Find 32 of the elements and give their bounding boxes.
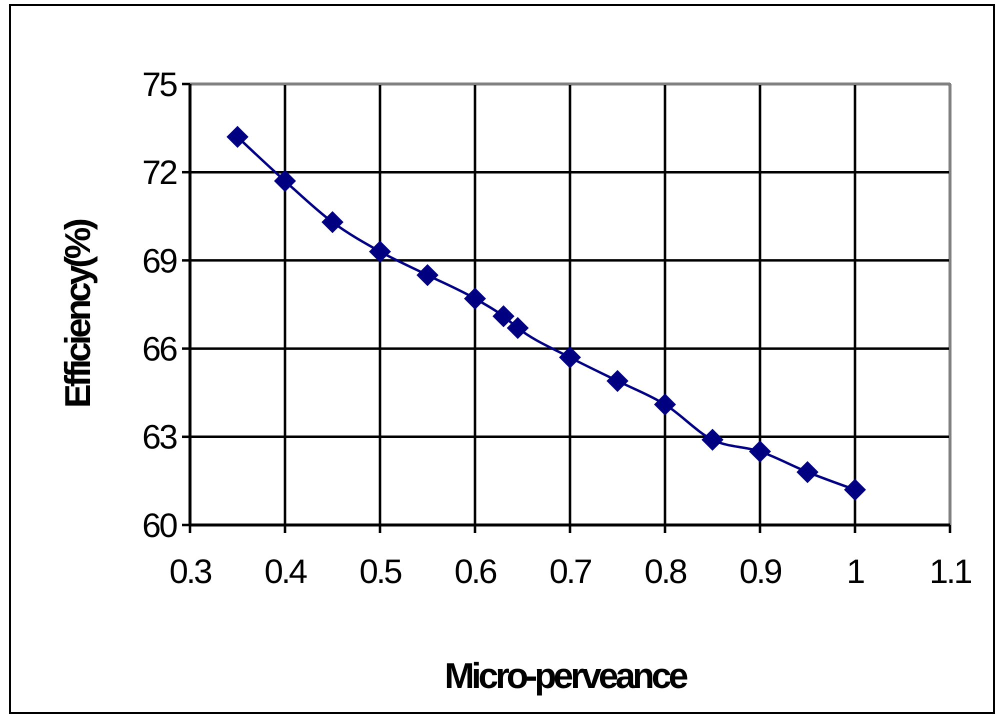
point xyxy=(654,393,676,416)
x-tick-label: 0.4 xyxy=(264,553,307,591)
point xyxy=(464,288,486,310)
point xyxy=(492,305,514,328)
y-tick-label: 69 xyxy=(142,242,178,280)
point xyxy=(322,211,344,234)
x-tick-label: 0.8 xyxy=(644,553,687,591)
x-tick-label: 0.6 xyxy=(454,553,497,591)
point xyxy=(274,170,296,192)
point xyxy=(506,317,529,340)
point xyxy=(606,370,628,392)
point xyxy=(796,461,818,484)
y-axis-title: Efficiency(%) xyxy=(57,218,98,408)
y-tick-label: 75 xyxy=(142,66,178,104)
x-tick-label: 1 xyxy=(846,553,865,591)
point xyxy=(702,428,724,451)
point xyxy=(369,240,391,263)
x-tick-label: 0.7 xyxy=(549,553,592,591)
point xyxy=(559,346,581,368)
y-tick-label: 66 xyxy=(142,330,178,368)
point xyxy=(844,478,866,501)
point xyxy=(416,264,438,286)
y-tick-label: 60 xyxy=(142,506,178,545)
x-axis-title: Micro-perveance xyxy=(444,655,688,696)
x-tick-label: 1.1 xyxy=(929,553,972,591)
x-tick-label: 0.3 xyxy=(169,553,212,591)
x-tick-label: 0.5 xyxy=(359,553,402,591)
x-tick-label: 0.9 xyxy=(739,553,782,591)
point xyxy=(749,440,771,462)
y-tick-label: 72 xyxy=(142,154,178,192)
y-tick-label: 63 xyxy=(142,418,178,457)
point xyxy=(226,126,248,148)
